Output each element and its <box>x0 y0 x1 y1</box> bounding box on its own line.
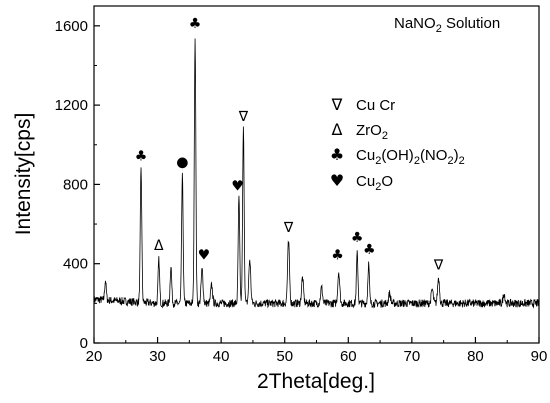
x-tick-label: 60 <box>340 348 357 365</box>
peak-marker: ♣ <box>351 230 364 246</box>
peak-marker: ∇ <box>238 109 249 125</box>
peak-marker: ♥ <box>198 248 211 264</box>
peak-marker: ∇ <box>283 220 294 236</box>
peak-marker: ∇ <box>433 258 444 274</box>
peak-marker: ♥ <box>231 178 244 194</box>
x-axis-title: 2Theta[deg.] <box>257 370 375 393</box>
peak-marker: ♣ <box>189 16 202 32</box>
legend-label: Cu Cr <box>356 97 395 114</box>
x-tick-label: 20 <box>86 348 103 365</box>
solution-annotation: NaNO2 Solution <box>394 15 500 35</box>
x-tick-label: 40 <box>213 348 230 365</box>
x-tick-label: 70 <box>404 348 421 365</box>
legend-symbol: Δ <box>332 120 343 139</box>
legend: ∇ Cu Cr Δ ZrO2 ♣ Cu2(OH)2(NO2)2 ♥ Cu2O <box>330 95 465 193</box>
legend-label: Cu2(OH)2(NO2)2 <box>356 147 465 167</box>
x-tick-label: 90 <box>531 348 548 365</box>
peak-marker: ● <box>176 155 188 171</box>
y-tick-label: 1200 <box>55 97 88 114</box>
legend-symbol: ♣ <box>330 145 344 164</box>
legend-symbol: ♥ <box>330 171 344 190</box>
y-tick-label: 0 <box>80 335 88 352</box>
x-tick-label: 50 <box>276 348 293 365</box>
series-layer <box>93 38 540 309</box>
legend-label: ZrO2 <box>356 122 388 142</box>
legend-symbol: ∇ <box>331 95 343 114</box>
peak-marker: ♣ <box>363 242 376 258</box>
peak-marker: ♣ <box>331 248 344 264</box>
y-tick-label: 1600 <box>55 18 88 35</box>
peak-marker: ♣ <box>135 149 148 165</box>
y-axis-title: Intensity[cps] <box>12 113 35 236</box>
legend-label: Cu2O <box>356 173 393 193</box>
peak-markers: ♣Δ●♣♥♥∇∇♣♣♣∇ <box>135 16 444 274</box>
y-tick-label: 800 <box>63 176 88 193</box>
y-tick-label: 400 <box>63 256 88 273</box>
plot-frame <box>93 5 540 344</box>
y-axis-ticks: 0 400 800 1200 1600 <box>55 18 100 352</box>
xrd-pattern-line <box>93 38 540 309</box>
peak-marker: Δ <box>154 238 164 254</box>
x-tick-label: 80 <box>467 348 484 365</box>
x-axis-ticks: 20 30 40 50 60 70 80 90 <box>86 337 548 365</box>
x-tick-label: 30 <box>149 348 166 365</box>
